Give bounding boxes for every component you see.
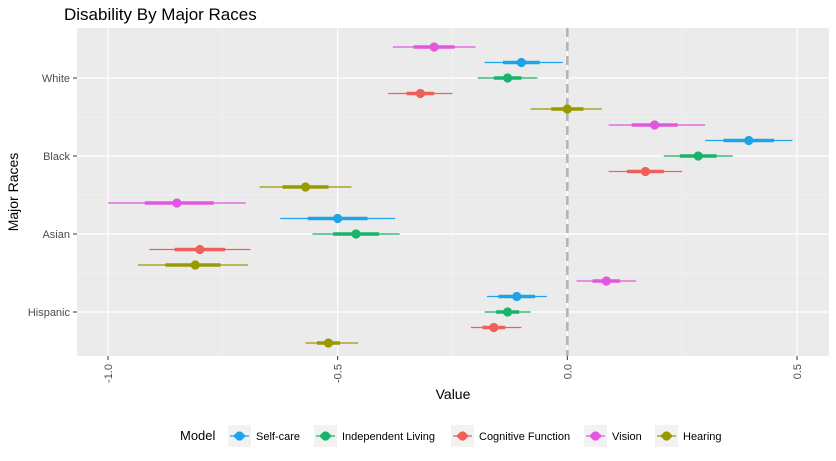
point-estimate: [640, 166, 651, 177]
series-vision: [108, 42, 706, 286]
x-tick-label: -0.5: [333, 364, 345, 383]
legend-key-point: [590, 431, 601, 441]
point-estimate: [512, 291, 522, 302]
legend-item-self-care: Self-care: [228, 425, 300, 447]
legend-key-point: [457, 431, 468, 441]
point-estimate: [562, 104, 572, 114]
x-tick-label: 0.0: [562, 364, 574, 379]
legend-key-point: [320, 431, 331, 441]
data-marks: [108, 42, 793, 348]
point-estimate: [172, 198, 182, 208]
point-estimate: [503, 307, 513, 317]
point-estimate: [601, 276, 611, 286]
legend-item-hearing: Hearing: [655, 425, 722, 447]
chart-title: Disability By Major Races: [64, 5, 257, 24]
x-tick-label: -1.0: [103, 364, 115, 383]
y-tick-label: Asian: [42, 229, 70, 241]
point-estimate: [744, 135, 754, 146]
legend-label: Hearing: [683, 431, 722, 443]
legend-label: Independent Living: [342, 431, 435, 443]
series-hearing: [137, 104, 602, 348]
legend-item-independent-living: Independent Living: [314, 425, 435, 447]
plot-panel: [77, 28, 829, 356]
point-estimate: [693, 151, 703, 161]
point-estimate: [190, 260, 200, 270]
legend-title: Model: [180, 428, 216, 443]
point-estimate: [516, 57, 527, 68]
point-estimate: [333, 213, 343, 224]
x-tick-label: 0.5: [792, 364, 804, 379]
legend-key-point: [661, 431, 672, 441]
y-tick-label: White: [42, 73, 70, 85]
point-estimate: [650, 120, 660, 130]
point-estimate: [489, 322, 499, 333]
point-estimate: [415, 88, 425, 99]
x-axis-title: Value: [436, 386, 471, 402]
legend-label: Self-care: [256, 431, 300, 443]
legend: Model Self-care Independent Living Cogniti…: [180, 425, 722, 447]
series-self-care: [280, 57, 793, 302]
grid-lines: [77, 28, 829, 356]
legend-label: Vision: [612, 431, 642, 443]
y-tick-label: Black: [43, 151, 70, 163]
series-independent-living: [312, 73, 733, 317]
y-axis-ticks: White Black Asian Hispanic: [28, 73, 77, 319]
point-estimate: [503, 73, 513, 83]
legend-key-point: [234, 431, 245, 441]
point-estimate: [195, 244, 205, 255]
point-estimate: [351, 229, 361, 239]
point-estimate: [300, 182, 311, 192]
point-estimate: [429, 42, 439, 52]
x-axis-ticks: -1.0 -0.5 0.0 0.5: [103, 356, 804, 383]
y-tick-label: Hispanic: [28, 307, 71, 319]
legend-item-vision: Vision: [584, 425, 642, 447]
legend-item-cognitive-function: Cognitive Function: [451, 425, 570, 447]
legend-label: Cognitive Function: [479, 431, 570, 443]
series-cognitive-function: [149, 88, 683, 333]
point-estimate: [323, 338, 334, 348]
y-axis-title: Major Races: [5, 153, 21, 232]
